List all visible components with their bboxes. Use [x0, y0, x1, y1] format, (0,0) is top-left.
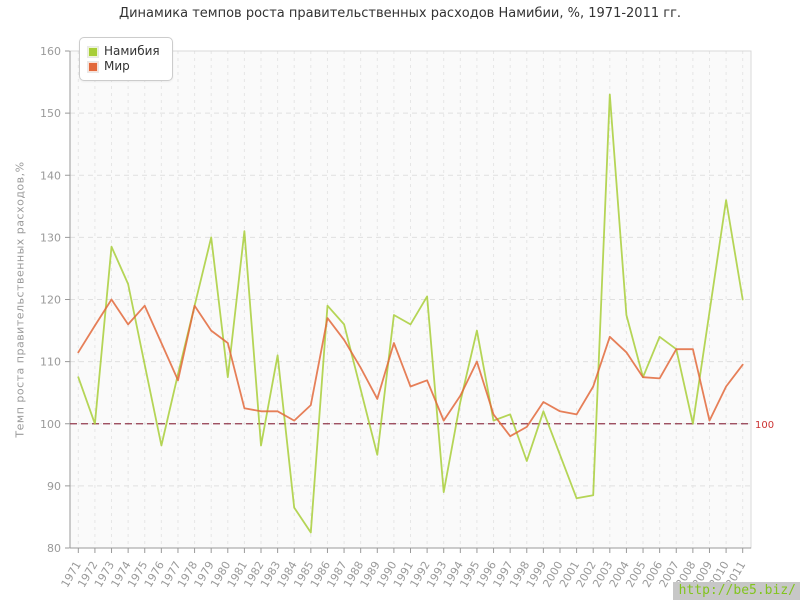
y-tick-label: 90 — [47, 480, 61, 493]
y-tick-label: 150 — [40, 107, 61, 120]
y-tick-label: 110 — [40, 356, 61, 369]
legend-item-namibia: Намибия — [87, 44, 160, 58]
world-series-marker — [87, 60, 99, 73]
reference-line-label: 100 — [755, 420, 774, 431]
y-tick-label: 120 — [40, 294, 61, 307]
legend: Намибия Мир — [79, 37, 173, 81]
series-line-world — [77, 298, 744, 438]
y-tick-label: 140 — [40, 169, 61, 182]
legend-label-namibia: Намибия — [104, 44, 160, 58]
namibia-series-marker — [87, 45, 99, 58]
watermark-link[interactable]: http://be5.biz/ — [672, 582, 800, 600]
y-tick-label: 160 — [40, 45, 61, 58]
y-tick-label: 100 — [40, 418, 61, 431]
y-tick-label: 80 — [47, 542, 61, 555]
legend-label-world: Мир — [104, 59, 130, 73]
y-tick-label: 130 — [40, 231, 61, 244]
legend-item-world: Мир — [87, 59, 160, 73]
chart-title: Динамика темпов роста правительственных … — [118, 6, 682, 21]
